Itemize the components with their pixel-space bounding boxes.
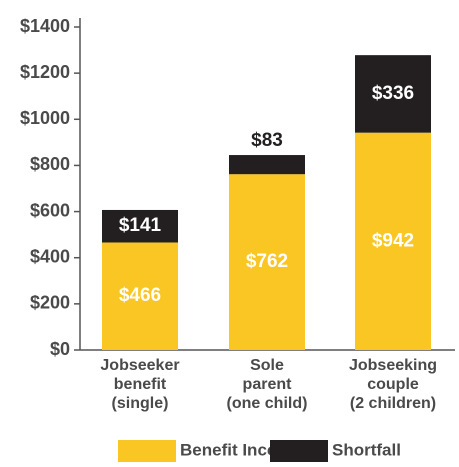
x-tick-label: Sole [250, 357, 284, 374]
y-tick-label: $800 [30, 154, 70, 174]
y-tick-label: $400 [30, 246, 70, 266]
x-tick-label: parent [243, 376, 293, 393]
x-tick-label: Jobseeker [100, 357, 179, 374]
legend-swatch [270, 440, 328, 462]
value-label: $83 [251, 130, 283, 151]
bar-segment [229, 174, 305, 350]
y-tick-label: $0 [50, 339, 70, 359]
x-tick-label: (single) [112, 395, 169, 412]
value-label: $336 [372, 83, 414, 104]
value-label: $942 [372, 230, 414, 251]
x-tick-label: Jobseeking [349, 357, 437, 374]
y-tick-label: $1400 [20, 16, 70, 36]
x-tick-label: couple [367, 376, 419, 393]
bar-segment [102, 209, 178, 243]
x-tick-label: (2 children) [350, 395, 436, 412]
legend-swatch [118, 440, 176, 462]
legend-label: Shortfall [332, 440, 401, 459]
y-tick-label: $200 [30, 293, 70, 313]
x-tick-label: benefit [114, 376, 167, 393]
value-label: $762 [246, 251, 288, 272]
bar-segment [355, 55, 431, 133]
value-label: $141 [119, 215, 162, 236]
bar-segment [229, 155, 305, 175]
y-tick-label: $1200 [20, 62, 70, 82]
value-label: $466 [119, 285, 161, 306]
bar-segment [102, 242, 178, 350]
bar-segment [355, 132, 431, 350]
x-tick-label: (one child) [227, 395, 308, 412]
y-tick-label: $600 [30, 200, 70, 220]
y-tick-label: $1000 [20, 108, 70, 128]
